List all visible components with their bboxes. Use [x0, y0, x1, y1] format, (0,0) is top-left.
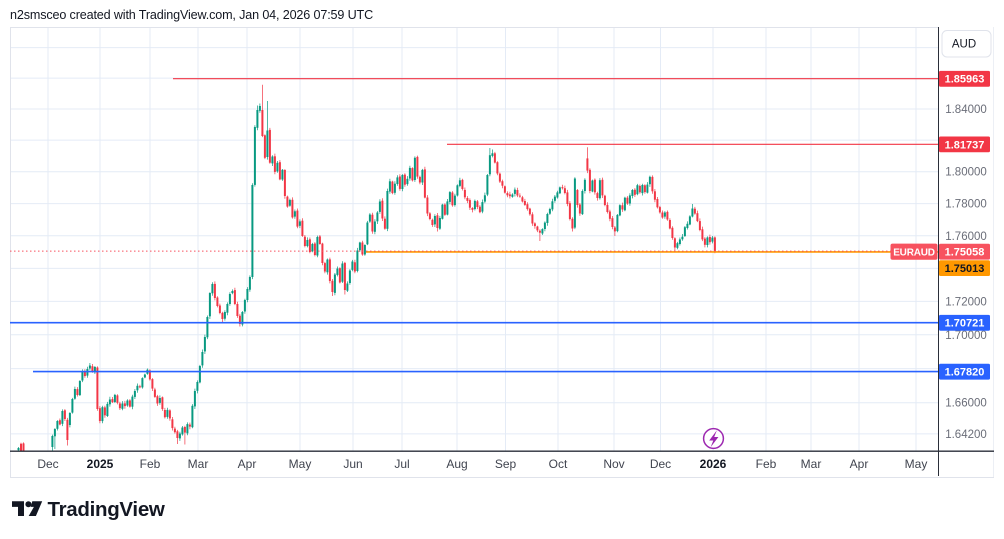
svg-text:2026: 2026	[700, 457, 727, 471]
svg-text:1.76000: 1.76000	[945, 231, 987, 243]
svg-text:Apr: Apr	[238, 457, 257, 471]
svg-text:Oct: Oct	[549, 457, 568, 471]
svg-text:1.75058: 1.75058	[945, 247, 985, 259]
svg-text:1.70721: 1.70721	[945, 318, 985, 330]
svg-text:1.85963: 1.85963	[945, 74, 985, 86]
svg-text:1.78000: 1.78000	[945, 199, 987, 211]
svg-text:May: May	[905, 457, 928, 471]
svg-text:1.64200: 1.64200	[945, 429, 987, 441]
svg-text:Sep: Sep	[495, 457, 517, 471]
svg-text:Dec: Dec	[650, 457, 671, 471]
svg-text:Mar: Mar	[188, 457, 209, 471]
svg-text:n2smsceo created with TradingV: n2smsceo created with TradingView.com, J…	[10, 8, 373, 22]
svg-text:Jun: Jun	[343, 457, 362, 471]
svg-text:Aug: Aug	[446, 457, 467, 471]
svg-text:1.66000: 1.66000	[945, 398, 987, 410]
svg-text:Feb: Feb	[140, 457, 161, 471]
svg-text:2025: 2025	[87, 457, 114, 471]
svg-text:1.81737: 1.81737	[945, 139, 985, 151]
svg-text:Apr: Apr	[850, 457, 869, 471]
svg-text:1.80000: 1.80000	[945, 167, 987, 179]
svg-text:Mar: Mar	[801, 457, 822, 471]
svg-text:TradingView: TradingView	[48, 498, 165, 521]
svg-text:Feb: Feb	[756, 457, 777, 471]
svg-text:EURAUD: EURAUD	[893, 247, 935, 258]
svg-text:Jul: Jul	[394, 457, 409, 471]
svg-text:1.75013: 1.75013	[945, 263, 985, 275]
svg-text:Nov: Nov	[603, 457, 624, 471]
svg-text:1.72000: 1.72000	[945, 296, 987, 308]
svg-text:1.70000: 1.70000	[945, 330, 987, 342]
svg-text:May: May	[289, 457, 312, 471]
svg-text:Dec: Dec	[37, 457, 58, 471]
svg-text:AUD: AUD	[952, 39, 976, 51]
svg-text:1.84000: 1.84000	[945, 104, 987, 116]
svg-text:1.67820: 1.67820	[945, 367, 985, 379]
